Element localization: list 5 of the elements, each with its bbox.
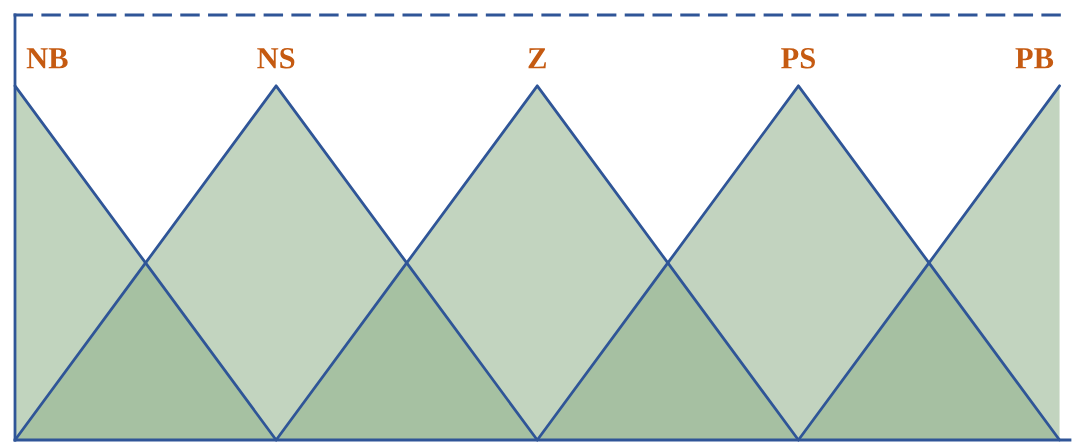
series-label: PB bbox=[1015, 48, 1054, 69]
series-label: NB bbox=[26, 48, 68, 69]
series-label: Z bbox=[528, 48, 546, 69]
series-label: PS bbox=[781, 47, 815, 69]
series-label: NS bbox=[257, 47, 295, 69]
